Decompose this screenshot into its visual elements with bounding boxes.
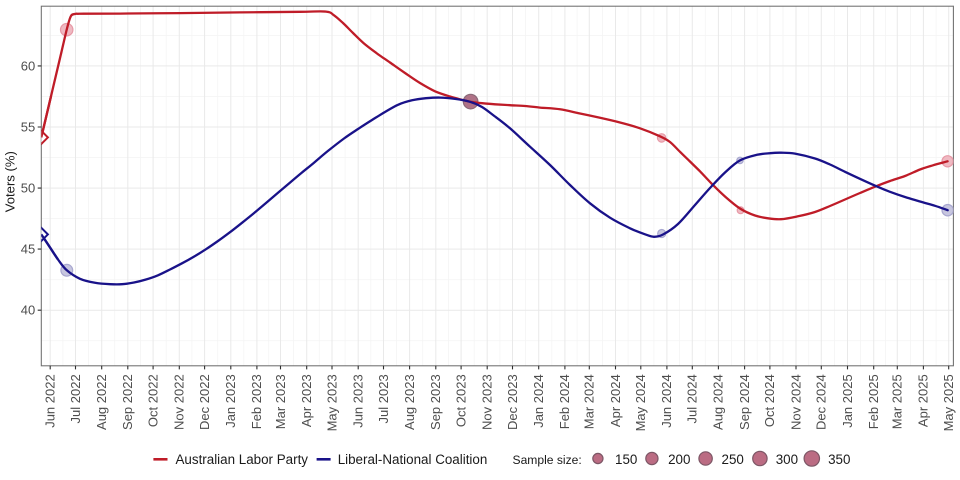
svg-text:250: 250 xyxy=(722,452,744,467)
svg-text:200: 200 xyxy=(668,452,690,467)
svg-text:Jan 2023: Jan 2023 xyxy=(223,374,238,428)
svg-text:Jan 2025: Jan 2025 xyxy=(840,374,855,428)
svg-text:Jun 2024: Jun 2024 xyxy=(659,374,674,428)
svg-text:Nov 2024: Nov 2024 xyxy=(788,374,803,430)
svg-text:Feb 2024: Feb 2024 xyxy=(557,374,572,429)
svg-text:45: 45 xyxy=(21,242,35,257)
svg-text:Aug 2024: Aug 2024 xyxy=(711,374,726,430)
svg-text:Sample size:: Sample size: xyxy=(513,453,582,467)
svg-text:Jul 2022: Jul 2022 xyxy=(68,374,83,423)
svg-text:May 2023: May 2023 xyxy=(324,374,339,431)
svg-text:Dec 2024: Dec 2024 xyxy=(814,374,829,430)
svg-text:Apr 2025: Apr 2025 xyxy=(916,374,931,427)
svg-text:50: 50 xyxy=(21,181,35,196)
svg-text:Australian Labor Party: Australian Labor Party xyxy=(176,452,309,467)
svg-text:60: 60 xyxy=(21,58,35,73)
svg-text:Nov 2022: Nov 2022 xyxy=(172,374,187,430)
svg-text:Sep 2024: Sep 2024 xyxy=(737,374,752,430)
svg-text:350: 350 xyxy=(828,452,850,467)
svg-text:Jul 2023: Jul 2023 xyxy=(376,374,391,423)
svg-text:Apr 2023: Apr 2023 xyxy=(299,374,314,427)
svg-text:May 2024: May 2024 xyxy=(633,374,648,431)
svg-text:Nov 2023: Nov 2023 xyxy=(480,374,495,430)
svg-text:Mar 2025: Mar 2025 xyxy=(890,374,905,429)
svg-text:Liberal-National Coalition: Liberal-National Coalition xyxy=(338,452,488,467)
svg-text:Mar 2023: Mar 2023 xyxy=(273,374,288,429)
svg-text:Feb 2025: Feb 2025 xyxy=(866,374,881,429)
svg-text:Oct 2022: Oct 2022 xyxy=(145,374,160,427)
svg-text:55: 55 xyxy=(21,119,35,134)
svg-text:Sep 2022: Sep 2022 xyxy=(120,374,135,430)
svg-text:Oct 2024: Oct 2024 xyxy=(762,374,777,427)
svg-text:Aug 2022: Aug 2022 xyxy=(94,374,109,430)
svg-text:Jun 2022: Jun 2022 xyxy=(43,374,58,428)
svg-text:40: 40 xyxy=(21,303,35,318)
svg-text:Aug 2023: Aug 2023 xyxy=(402,374,417,430)
svg-text:Voters (%): Voters (%) xyxy=(3,151,18,212)
svg-text:Jun 2023: Jun 2023 xyxy=(351,374,366,428)
svg-text:150: 150 xyxy=(615,452,637,467)
svg-text:Sep 2023: Sep 2023 xyxy=(428,374,443,430)
svg-text:Jul 2024: Jul 2024 xyxy=(685,374,700,423)
svg-text:300: 300 xyxy=(776,452,798,467)
svg-text:Dec 2023: Dec 2023 xyxy=(505,374,520,430)
svg-text:Dec 2022: Dec 2022 xyxy=(197,374,212,430)
svg-text:Apr 2024: Apr 2024 xyxy=(608,374,623,427)
svg-text:May 2025: May 2025 xyxy=(941,374,956,431)
svg-text:Mar 2024: Mar 2024 xyxy=(582,374,597,429)
svg-text:Oct 2023: Oct 2023 xyxy=(453,374,468,427)
svg-text:Jan 2024: Jan 2024 xyxy=(531,374,546,428)
svg-text:Feb 2023: Feb 2023 xyxy=(249,374,264,429)
